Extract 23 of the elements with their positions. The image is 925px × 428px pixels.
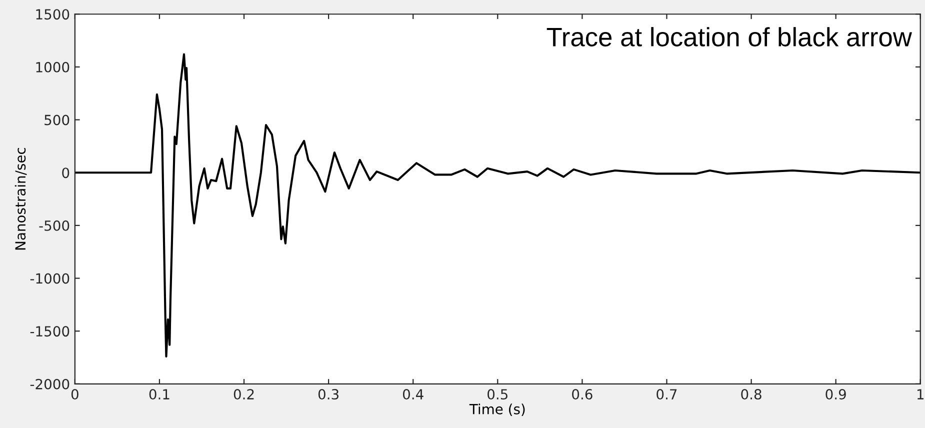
y-tick-label: -2000 — [30, 378, 70, 390]
x-axis-title: Time (s) — [469, 404, 525, 416]
y-tick-label: 1500 — [36, 9, 70, 20]
line-series — [74, 53, 920, 358]
x-tick-label: 0.6 — [572, 389, 592, 400]
x-tick-label: 0.2 — [234, 389, 254, 400]
y-tick-label: 500 — [44, 114, 70, 126]
x-tick-label: 1 — [917, 389, 924, 400]
annotation: Trace at location of black arrow — [546, 27, 912, 46]
y-axis-title: Nanostrain/sec — [14, 148, 27, 250]
x-tick-label: 0.8 — [741, 389, 762, 400]
x-tick-label: 0.3 — [318, 389, 338, 400]
x-tick-label: 0.4 — [402, 389, 424, 400]
x-tick-label: 0.7 — [656, 389, 677, 400]
y-tick-label: 1000 — [36, 62, 70, 72]
y-tick-label: -500 — [39, 220, 70, 231]
y-tick-label: -1500 — [30, 326, 70, 337]
y-tick-label: 0 — [62, 168, 70, 178]
y-tick-label: -1000 — [30, 273, 70, 284]
x-tick-label: 0 — [71, 389, 78, 400]
x-tick-label: 0.9 — [826, 389, 846, 400]
x-tick-label: 0.1 — [149, 389, 170, 400]
x-tick-label: 0.5 — [488, 389, 508, 400]
